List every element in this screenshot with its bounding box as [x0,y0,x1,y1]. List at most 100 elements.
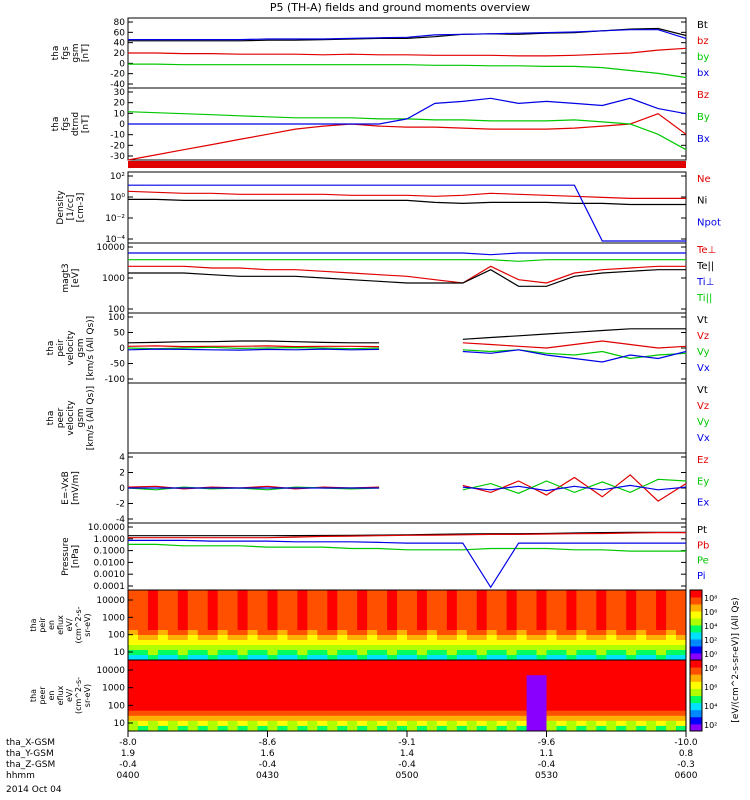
y-axis-label-line: en [47,691,56,701]
spectrogram-cell [626,725,637,732]
spectrogram-cell [177,610,189,616]
spectrogram-cell [476,605,488,611]
spectrogram-cell [526,590,538,596]
spectrogram-cell [337,665,348,671]
spectrogram-cell [596,690,607,696]
spectrogram-cell [526,635,538,641]
spectrogram-cell [317,630,328,636]
spectrogram-cell [287,605,298,611]
spectrogram-cell [616,590,627,596]
spectrogram-cell [387,665,398,671]
spectrogram-cell [357,655,368,661]
spectrogram-cell [397,695,408,702]
spectrogram-cell [576,690,587,696]
spectrogram-cell [526,645,538,651]
spectrogram-cell [626,665,637,671]
spectrogram-cell [666,645,677,651]
spectrogram-cell [596,625,607,631]
spectrogram-cell [227,655,239,661]
spectrogram-cell [217,670,229,676]
spectrogram-cell [566,650,577,656]
spectrogram-cell [237,605,249,611]
spectrogram-cell [576,630,587,636]
spectrogram-cell [147,600,159,606]
spectrogram-cell [486,680,498,686]
spectrogram-cell [626,650,637,656]
spectrogram-cell [297,720,308,727]
spectrogram-cell [676,685,687,691]
spectrogram-cell [566,630,577,636]
spectrogram-cell [616,605,627,611]
spectrogram-cell [416,610,428,616]
spectrogram-cell [257,705,268,712]
spectrogram-cell [486,650,498,656]
panel-frame [127,312,687,384]
spectrogram-cell [556,660,567,666]
spectrogram-cell [307,630,318,636]
spectrogram-cell [257,665,268,671]
spectrogram-cell [626,595,637,601]
spectrogram-cell [277,715,288,722]
spectrogram-cell [367,595,378,601]
colorbar-swatch [690,660,702,668]
spectrogram-cell [426,670,438,676]
spectrogram-cell [177,660,189,666]
spectrogram-cell [377,615,388,621]
spectrogram-cell [536,615,547,621]
spectrogram-cell [367,705,378,712]
spectrogram-cell [416,675,428,681]
spectrogram-cell [546,605,557,611]
spectrogram-cell [357,665,368,671]
spectrogram-cell [377,655,388,661]
spectrogram-cell [387,705,398,712]
spectrogram-cell [476,600,488,606]
spectrogram-cell [556,690,567,696]
spectrogram-cell [287,620,298,626]
spectrogram-cell [197,725,209,732]
spectrogram-cell [128,675,139,681]
x-tick-label: 0600 [675,771,698,781]
spectrogram-cell [157,600,169,606]
spectrogram-cell [446,685,458,691]
legend-Bx: Bx [697,134,710,145]
y-axis-label-line: [nPa] [71,545,81,568]
y-axis-label-line: dtrnd [71,112,81,136]
y-tick-label: 10 [114,648,126,658]
spectrogram-cell [666,600,677,606]
spectrogram-cell [666,630,677,636]
spectrogram-cell [287,600,298,606]
spectrogram-cell [277,695,288,702]
spectrogram-cell [207,670,219,676]
spectrogram-cell [287,710,298,717]
y-tick-label: 10 [114,109,126,119]
spectrogram-cell [566,725,577,732]
spectrogram-cell [287,695,298,702]
spectrogram-cell [177,680,189,686]
spectrogram-cell [436,645,448,651]
spectrogram-cell [337,680,348,686]
spectrogram-cell [407,650,418,656]
spectrogram-cell [367,715,378,722]
spectrogram-cell [147,640,159,646]
spectrogram-cell [347,595,358,601]
spectrogram-cell [606,640,617,646]
spectrogram-cell [506,650,518,656]
spectrogram-cell [476,715,488,722]
spectrogram-cell [377,630,388,636]
spectrogram-cell [257,670,268,676]
spectrogram-cell [566,605,577,611]
spectrogram-cell [197,655,209,661]
spectrogram-cell [576,655,587,661]
spectrogram-cell [656,620,667,626]
spectrogram-cell [317,695,328,702]
spectrogram-cell [377,625,388,631]
spectrogram-cell [616,635,627,641]
spectrogram-cell [606,705,617,712]
spectrogram-cell [606,635,617,641]
spectrogram-cell [347,695,358,702]
spectrogram-cell [337,690,348,696]
spectrogram-cell [247,645,259,651]
spectrogram-cell [496,705,508,712]
spectrogram-cell [197,660,209,666]
spectrogram-cell [506,620,518,626]
